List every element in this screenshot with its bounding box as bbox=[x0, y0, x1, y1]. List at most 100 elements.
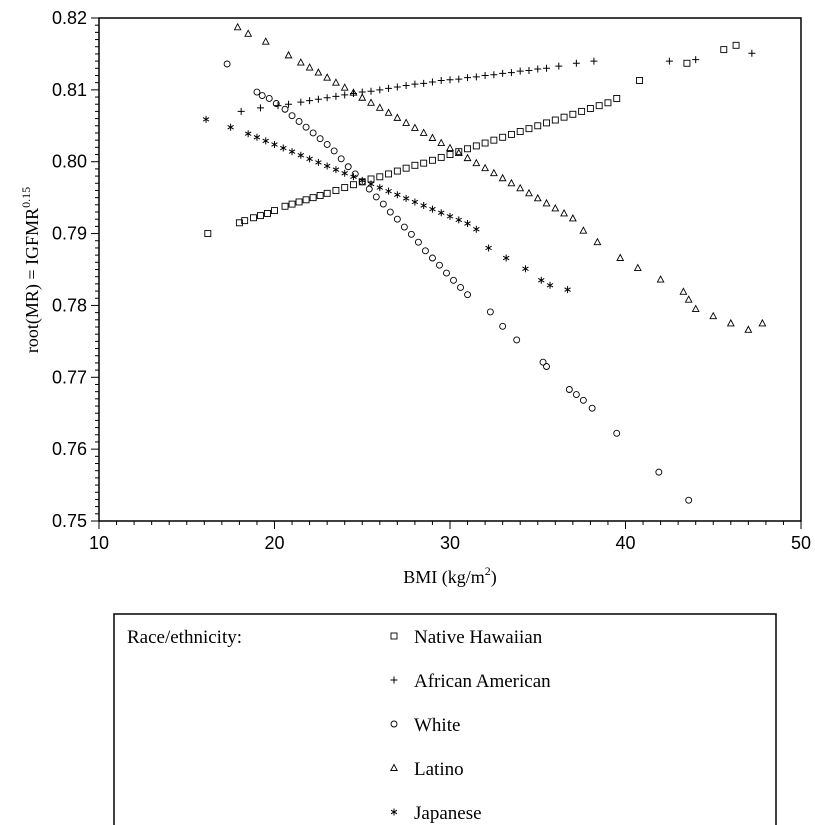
data-point bbox=[295, 198, 303, 206]
data-point bbox=[542, 198, 551, 207]
data-point bbox=[534, 122, 542, 130]
data-point bbox=[393, 215, 401, 223]
data-point bbox=[288, 148, 296, 156]
data-point bbox=[284, 50, 293, 59]
data-point bbox=[429, 156, 436, 164]
data-point bbox=[538, 276, 545, 284]
data-point bbox=[314, 68, 323, 76]
data-point bbox=[330, 147, 338, 155]
data-point bbox=[344, 163, 352, 171]
data-point bbox=[709, 311, 718, 320]
data-point bbox=[332, 187, 340, 194]
data-point bbox=[258, 92, 266, 100]
data-point bbox=[367, 98, 375, 106]
data-point bbox=[472, 142, 480, 150]
data-point bbox=[332, 92, 340, 100]
data-point bbox=[297, 98, 305, 106]
data-point bbox=[522, 265, 529, 273]
data-point bbox=[341, 91, 349, 99]
data-point bbox=[590, 57, 598, 65]
data-point bbox=[428, 133, 437, 141]
data-point bbox=[323, 141, 331, 148]
series-native-hawaiian bbox=[204, 41, 740, 238]
data-point bbox=[376, 173, 384, 181]
data-point bbox=[386, 208, 394, 216]
data-point bbox=[490, 136, 498, 144]
data-point bbox=[486, 308, 494, 316]
data-point bbox=[367, 180, 375, 188]
legend-entry: Native Hawaiian bbox=[390, 627, 543, 648]
data-point bbox=[288, 112, 296, 120]
data-point bbox=[691, 304, 700, 312]
data-point bbox=[533, 193, 542, 202]
series-white bbox=[223, 60, 693, 504]
data-point bbox=[400, 223, 408, 231]
data-point bbox=[437, 153, 445, 161]
data-point bbox=[306, 97, 314, 105]
data-point bbox=[613, 429, 621, 437]
legend-box bbox=[113, 613, 777, 825]
data-point bbox=[272, 100, 280, 107]
data-point bbox=[454, 148, 463, 157]
data-point bbox=[376, 86, 384, 94]
data-point bbox=[546, 281, 554, 289]
data-point bbox=[490, 71, 498, 79]
data-point bbox=[379, 200, 387, 208]
series-japanese bbox=[202, 115, 571, 294]
data-point bbox=[375, 103, 384, 111]
data-point bbox=[464, 291, 471, 299]
x-axis-title: BMI (kg/m2) bbox=[403, 564, 497, 588]
data-point bbox=[455, 216, 463, 224]
data-point bbox=[402, 118, 411, 126]
data-point bbox=[498, 173, 507, 182]
data-point bbox=[332, 166, 340, 174]
data-point bbox=[525, 188, 533, 197]
data-point bbox=[507, 178, 516, 187]
data-point bbox=[314, 95, 322, 103]
data-point bbox=[306, 155, 313, 163]
x-tick-label: 30 bbox=[440, 533, 460, 553]
data-point bbox=[485, 244, 492, 252]
data-point bbox=[679, 287, 688, 295]
legend-label: Latino bbox=[414, 759, 464, 780]
data-point bbox=[420, 79, 428, 87]
data-point bbox=[365, 185, 373, 193]
data-point bbox=[385, 170, 393, 178]
data-point bbox=[264, 210, 271, 217]
data-point bbox=[443, 269, 450, 277]
data-point bbox=[372, 193, 380, 201]
data-point bbox=[309, 129, 317, 137]
y-tick-label: 0.75 bbox=[52, 511, 87, 531]
data-point bbox=[256, 104, 264, 112]
data-point bbox=[305, 63, 314, 71]
data-point bbox=[437, 77, 445, 85]
y-tick-label: 0.79 bbox=[52, 224, 87, 244]
data-point bbox=[281, 202, 289, 210]
x-tick-label: 20 bbox=[264, 533, 284, 553]
data-point bbox=[285, 100, 293, 108]
data-point bbox=[384, 108, 393, 116]
data-point bbox=[560, 208, 569, 217]
data-point bbox=[579, 396, 587, 404]
data-point bbox=[744, 325, 753, 333]
data-point bbox=[316, 192, 324, 199]
data-point bbox=[481, 71, 489, 79]
data-point bbox=[569, 110, 577, 118]
legend-entry: African American bbox=[390, 671, 551, 692]
data-point bbox=[420, 202, 427, 210]
data-point bbox=[572, 391, 580, 398]
data-point bbox=[446, 151, 454, 158]
data-point bbox=[351, 170, 359, 178]
data-point bbox=[616, 253, 625, 261]
data-point bbox=[543, 363, 550, 370]
legend-marker-icon bbox=[390, 808, 398, 816]
data-point bbox=[411, 161, 419, 169]
legend-marker-icon bbox=[390, 632, 398, 640]
y-tick-label: 0.81 bbox=[52, 80, 87, 100]
data-point bbox=[411, 80, 419, 88]
data-point bbox=[202, 115, 210, 123]
data-point bbox=[349, 88, 358, 96]
data-point bbox=[551, 203, 560, 212]
data-point bbox=[421, 247, 429, 255]
legend: Race/ethnicity: Native Hawaiian African A… bbox=[113, 613, 777, 825]
